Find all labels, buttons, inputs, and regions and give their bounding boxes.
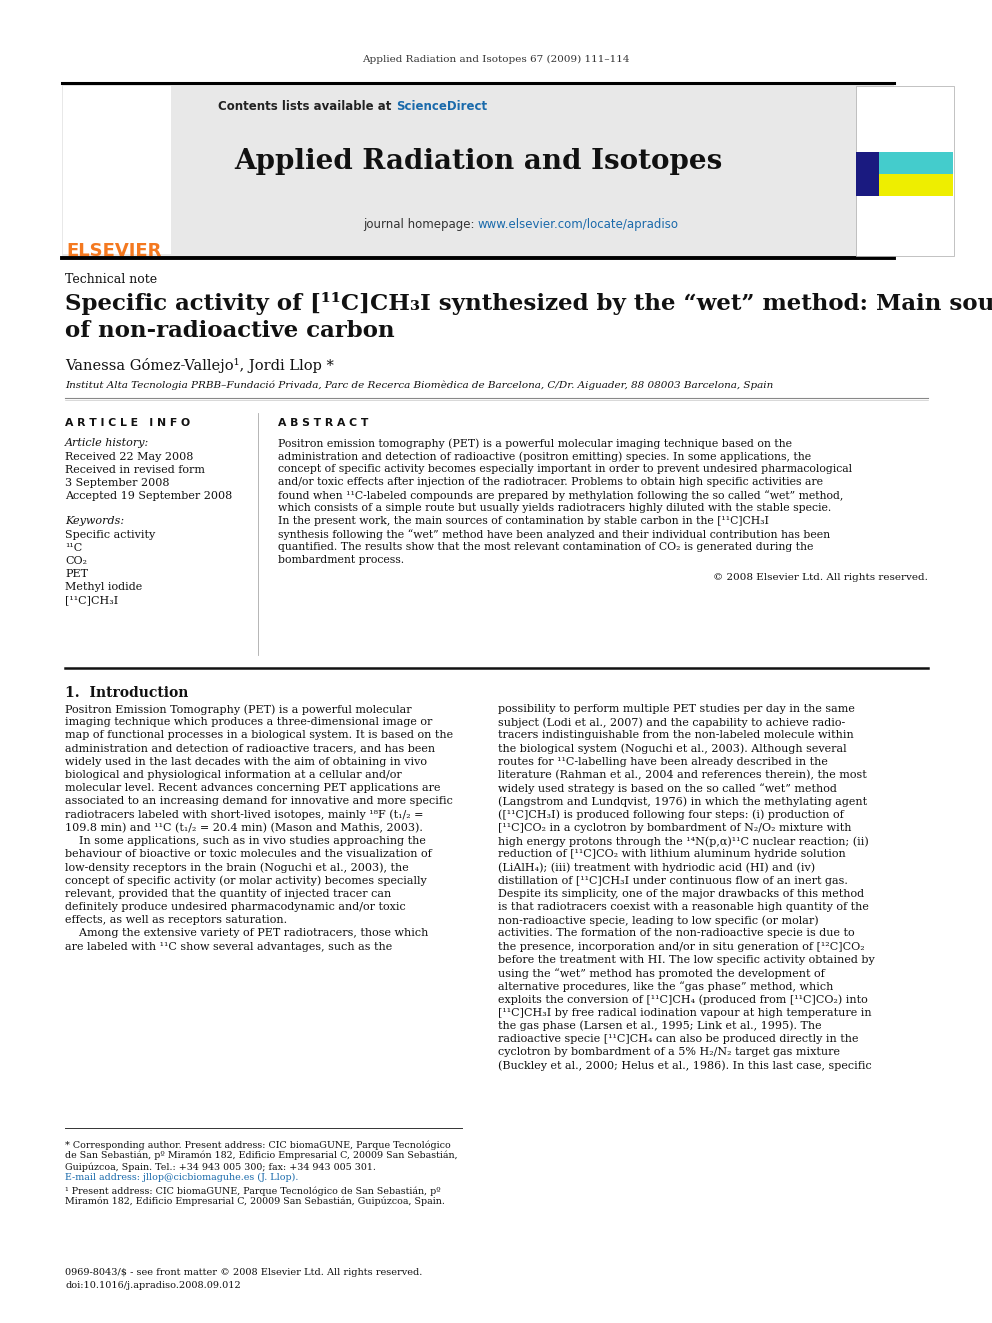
Text: Article history:: Article history:	[65, 438, 149, 448]
Text: effects, as well as receptors saturation.: effects, as well as receptors saturation…	[65, 916, 287, 925]
Text: exploits the conversion of [¹¹C]CH₄ (produced from [¹¹C]CO₂) into: exploits the conversion of [¹¹C]CH₄ (pro…	[498, 995, 868, 1005]
Text: biological and physiological information at a cellular and/or: biological and physiological information…	[65, 770, 402, 781]
Text: bombardment process.: bombardment process.	[278, 556, 404, 565]
Text: Methyl iodide: Methyl iodide	[65, 582, 142, 591]
Text: © 2008 Elsevier Ltd. All rights reserved.: © 2008 Elsevier Ltd. All rights reserved…	[713, 573, 928, 582]
Text: the gas phase (Larsen et al., 1995; Link et al., 1995). The: the gas phase (Larsen et al., 1995; Link…	[498, 1021, 821, 1032]
Text: found when ¹¹C-labeled compounds are prepared by methylation following the so ca: found when ¹¹C-labeled compounds are pre…	[278, 490, 843, 501]
Text: concept of specific activity (or molar activity) becomes specially: concept of specific activity (or molar a…	[65, 876, 427, 886]
Text: imaging technique which produces a three-dimensional image or: imaging technique which produces a three…	[65, 717, 433, 728]
Text: relevant, provided that the quantity of injected tracer can: relevant, provided that the quantity of …	[65, 889, 391, 898]
Text: administration and detection of radioactive tracers, and has been: administration and detection of radioact…	[65, 744, 435, 754]
Text: (Langstrom and Lundqvist, 1976) in which the methylating agent: (Langstrom and Lundqvist, 1976) in which…	[498, 796, 867, 807]
Bar	[62, 83, 894, 258]
Text: Applied Radiation and Isotopes: Applied Radiation and Isotopes	[234, 148, 722, 175]
Text: distillation of [¹¹C]CH₃I under continuous flow of an inert gas.: distillation of [¹¹C]CH₃I under continuo…	[498, 876, 848, 885]
Bar	[879, 152, 953, 175]
Text: 109.8 min) and ¹¹C (t₁/₂ = 20.4 min) (Mason and Mathis, 2003).: 109.8 min) and ¹¹C (t₁/₂ = 20.4 min) (Ma…	[65, 823, 423, 833]
Text: which consists of a simple route but usually yields radiotracers highly diluted : which consists of a simple route but usu…	[278, 503, 831, 513]
Text: [¹¹C]CO₂ in a cyclotron by bombardment of N₂/O₂ mixture with: [¹¹C]CO₂ in a cyclotron by bombardment o…	[498, 823, 851, 832]
Text: Received 22 May 2008: Received 22 May 2008	[65, 452, 193, 462]
Text: molecular level. Recent advances concerning PET applications are: molecular level. Recent advances concern…	[65, 783, 440, 794]
Text: using the “wet” method has promoted the development of: using the “wet” method has promoted the …	[498, 968, 824, 979]
Text: radioactive specie [¹¹C]CH₄ can also be produced directly in the: radioactive specie [¹¹C]CH₄ can also be …	[498, 1035, 858, 1044]
Text: 0969-8043/$ - see front matter © 2008 Elsevier Ltd. All rights reserved.: 0969-8043/$ - see front matter © 2008 El…	[65, 1267, 423, 1277]
Text: Miramón 182, Edificio Empresarial C, 20009 San Sebastián, Guipúzcoa, Spain.: Miramón 182, Edificio Empresarial C, 200…	[65, 1197, 444, 1207]
Text: journal homepage:: journal homepage:	[363, 218, 478, 232]
Text: activities. The formation of the non-radioactive specie is due to: activities. The formation of the non-rad…	[498, 929, 855, 938]
Text: doi:10.1016/j.apradiso.2008.09.012: doi:10.1016/j.apradiso.2008.09.012	[65, 1281, 241, 1290]
Text: Contents lists available at: Contents lists available at	[218, 101, 396, 112]
Text: (LiAlH₄); (iii) treatment with hydriodic acid (HI) and (iv): (LiAlH₄); (iii) treatment with hydriodic…	[498, 863, 815, 873]
Text: ¹ Present address: CIC biomaGUNE, Parque Tecnológico de San Sebastián, pº: ¹ Present address: CIC biomaGUNE, Parque…	[65, 1185, 440, 1196]
Text: A B S T R A C T: A B S T R A C T	[278, 418, 368, 429]
Text: Among the extensive variety of PET radiotracers, those which: Among the extensive variety of PET radio…	[65, 929, 429, 938]
Text: ScienceDirect: ScienceDirect	[396, 101, 487, 112]
Bar	[856, 152, 879, 196]
Text: radiotracers labeled with short-lived isotopes, mainly ¹⁸F (t₁/₂ =: radiotracers labeled with short-lived is…	[65, 810, 424, 820]
Text: Specific activity: Specific activity	[65, 531, 156, 540]
Text: high energy protons through the ¹⁴N(p,α)¹¹C nuclear reaction; (ii): high energy protons through the ¹⁴N(p,α)…	[498, 836, 869, 847]
Text: associated to an increasing demand for innovative and more specific: associated to an increasing demand for i…	[65, 796, 453, 807]
Text: low-density receptors in the brain (Noguchi et al., 2003), the: low-density receptors in the brain (Nogu…	[65, 863, 409, 873]
Text: ELSEVIER: ELSEVIER	[66, 242, 162, 261]
Text: widely used in the last decades with the aim of obtaining in vivo: widely used in the last decades with the…	[65, 757, 427, 767]
Text: Institut Alta Tecnologia PRBB–Fundació Privada, Parc de Recerca Biomèdica de Bar: Institut Alta Tecnologia PRBB–Fundació P…	[65, 380, 773, 389]
Bar	[856, 86, 954, 255]
Text: are labeled with ¹¹C show several advantages, such as the: are labeled with ¹¹C show several advant…	[65, 942, 392, 951]
Text: tracers indistinguishable from the non-labeled molecule within: tracers indistinguishable from the non-l…	[498, 730, 854, 741]
Text: Received in revised form: Received in revised form	[65, 464, 205, 475]
Text: * Corresponding author. Present address: CIC biomaGUNE, Parque Tecnológico: * Corresponding author. Present address:…	[65, 1140, 450, 1150]
Text: In the present work, the main sources of contamination by stable carbon in the [: In the present work, the main sources of…	[278, 516, 769, 527]
Text: reduction of [¹¹C]CO₂ with lithium aluminum hydride solution: reduction of [¹¹C]CO₂ with lithium alumi…	[498, 849, 846, 859]
Text: alternative procedures, like the “gas phase” method, which: alternative procedures, like the “gas ph…	[498, 982, 833, 992]
Text: [¹¹C]CH₃I: [¹¹C]CH₃I	[65, 595, 118, 605]
Text: is that radiotracers coexist with a reasonable high quantity of the: is that radiotracers coexist with a reas…	[498, 902, 869, 912]
Text: Specific activity of [¹¹C]CH₃I synthesized by the “wet” method: Main sources: Specific activity of [¹¹C]CH₃I synthesiz…	[65, 292, 992, 315]
Text: and/or toxic effects after injection of the radiotracer. Problems to obtain high: and/or toxic effects after injection of …	[278, 478, 823, 487]
Bar	[879, 175, 953, 196]
Text: E-mail address: jllop@cicbiomaguhe.es (J. Llop).: E-mail address: jllop@cicbiomaguhe.es (J…	[65, 1174, 299, 1183]
Text: the biological system (Noguchi et al., 2003). Although several: the biological system (Noguchi et al., 2…	[498, 744, 846, 754]
Text: administration and detection of radioactive (positron emitting) species. In some: administration and detection of radioact…	[278, 451, 811, 462]
Text: behaviour of bioactive or toxic molecules and the visualization of: behaviour of bioactive or toxic molecule…	[65, 849, 432, 859]
Text: 1.  Introduction: 1. Introduction	[65, 687, 188, 700]
Text: In some applications, such as in vivo studies approaching the: In some applications, such as in vivo st…	[65, 836, 426, 845]
Text: Vanessa Gómez-Vallejo¹, Jordi Llop *: Vanessa Gómez-Vallejo¹, Jordi Llop *	[65, 359, 334, 373]
Text: de San Sebastián, pº Miramón 182, Edificio Empresarial C, 20009 San Sebastián,: de San Sebastián, pº Miramón 182, Edific…	[65, 1151, 457, 1160]
Text: Technical note: Technical note	[65, 273, 157, 286]
Text: CO₂: CO₂	[65, 556, 87, 566]
Text: before the treatment with HI. The low specific activity obtained by: before the treatment with HI. The low sp…	[498, 955, 875, 964]
Text: Positron Emission Tomography (PET) is a powerful molecular: Positron Emission Tomography (PET) is a …	[65, 704, 412, 714]
Text: Accepted 19 September 2008: Accepted 19 September 2008	[65, 491, 232, 501]
Text: literature (Rahman et al., 2004 and references therein), the most: literature (Rahman et al., 2004 and refe…	[498, 770, 867, 781]
Text: synthesis following the “wet” method have been analyzed and their individual con: synthesis following the “wet” method hav…	[278, 529, 830, 540]
Text: cyclotron by bombardment of a 5% H₂/N₂ target gas mixture: cyclotron by bombardment of a 5% H₂/N₂ t…	[498, 1048, 840, 1057]
Text: ([¹¹C]CH₃I) is produced following four steps: (i) production of: ([¹¹C]CH₃I) is produced following four s…	[498, 810, 844, 820]
Text: ¹¹C: ¹¹C	[65, 542, 82, 553]
Text: 3 September 2008: 3 September 2008	[65, 478, 170, 488]
Text: widely used strategy is based on the so called “wet” method: widely used strategy is based on the so …	[498, 783, 837, 794]
Text: Positron emission tomography (PET) is a powerful molecular imaging technique bas: Positron emission tomography (PET) is a …	[278, 438, 792, 448]
Text: concept of specific activity becomes especially important in order to prevent un: concept of specific activity becomes esp…	[278, 464, 852, 474]
Text: of non-radioactive carbon: of non-radioactive carbon	[65, 320, 395, 343]
Text: A R T I C L E   I N F O: A R T I C L E I N F O	[65, 418, 190, 429]
Text: [¹¹C]CH₃I by free radical iodination vapour at high temperature in: [¹¹C]CH₃I by free radical iodination vap…	[498, 1008, 872, 1017]
Text: non-radioactive specie, leading to low specific (or molar): non-radioactive specie, leading to low s…	[498, 916, 818, 926]
Text: Despite its simplicity, one of the major drawbacks of this method: Despite its simplicity, one of the major…	[498, 889, 864, 898]
Text: map of functional processes in a biological system. It is based on the: map of functional processes in a biologi…	[65, 730, 453, 741]
Text: Keywords:: Keywords:	[65, 516, 124, 527]
Text: (Buckley et al., 2000; Helus et al., 1986). In this last case, specific: (Buckley et al., 2000; Helus et al., 198…	[498, 1061, 872, 1070]
Text: Applied Radiation and Isotopes 67 (2009) 111–114: Applied Radiation and Isotopes 67 (2009)…	[362, 56, 630, 64]
Text: routes for ¹¹C-labelling have been already described in the: routes for ¹¹C-labelling have been alrea…	[498, 757, 828, 767]
Bar	[63, 86, 171, 254]
Text: possibility to perform multiple PET studies per day in the same: possibility to perform multiple PET stud…	[498, 704, 855, 714]
Text: Guipúzcoa, Spain. Tel.: +34 943 005 300; fax: +34 943 005 301.: Guipúzcoa, Spain. Tel.: +34 943 005 300;…	[65, 1162, 376, 1171]
Text: PET: PET	[65, 569, 88, 579]
Text: the presence, incorporation and/or in situ generation of [¹²C]CO₂: the presence, incorporation and/or in si…	[498, 942, 865, 951]
Text: www.elsevier.com/locate/apradiso: www.elsevier.com/locate/apradiso	[478, 218, 679, 232]
Text: quantified. The results show that the most relevant contamination of CO₂ is gene: quantified. The results show that the mo…	[278, 542, 813, 552]
Text: definitely produce undesired pharmacodynamic and/or toxic: definitely produce undesired pharmacodyn…	[65, 902, 406, 912]
Text: subject (Lodi et al., 2007) and the capability to achieve radio-: subject (Lodi et al., 2007) and the capa…	[498, 717, 845, 728]
